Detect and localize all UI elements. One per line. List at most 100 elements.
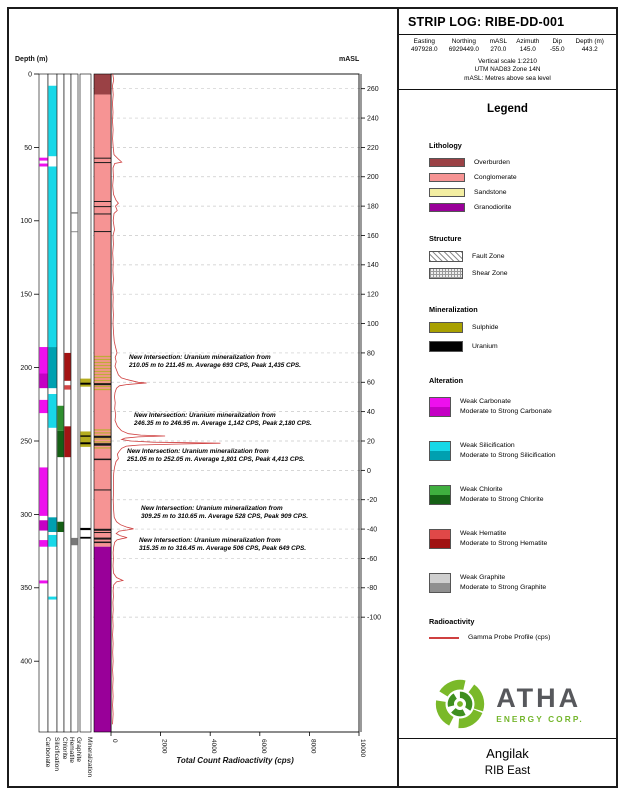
granodiorite-swatch <box>429 203 465 213</box>
legend-section-lithology: Lithology Overburden Conglomerate Sandst… <box>429 141 616 213</box>
svg-text:Carbonate: Carbonate <box>44 737 51 768</box>
sandstone-swatch <box>429 188 465 198</box>
collar-value: 6929449.0 <box>448 46 479 53</box>
intersection-annotation: New Intersection: Uranium mineralization… <box>127 448 305 463</box>
svg-text:0: 0 <box>367 468 371 475</box>
scale-notes: Vertical scale 1:2210 UTM NAD83 Zone 14N… <box>399 58 616 83</box>
legend-section-radioactivity: Radioactivity Gamma Probe Profile (cps) <box>429 617 616 641</box>
collar-value: 443.2 <box>581 46 598 53</box>
sulphide-swatch <box>429 322 463 334</box>
intersection-annotation: New Intersection: Uranium mineralization… <box>141 505 309 520</box>
brand-name: ATHA <box>496 682 582 713</box>
strong-swatch <box>430 451 450 461</box>
hematite-swatch <box>429 529 451 550</box>
svg-text:8000: 8000 <box>309 739 316 754</box>
collar-header: Azimuth <box>516 38 540 45</box>
project-name: Angilak <box>486 746 529 761</box>
legend-label: Weak Hematite Moderate to Strong Hematit… <box>460 530 548 547</box>
legend-item: Weak Hematite Moderate to Strong Hematit… <box>429 529 616 550</box>
divider <box>399 34 616 35</box>
divider <box>399 89 616 91</box>
svg-text:50: 50 <box>24 145 32 152</box>
strip-log-chart: Depth (m) 0 50 100 150 200 250 300 350 400 mASL 260… <box>9 9 398 786</box>
strip-log-svg: Depth (m)050100150200250300350400mASL260… <box>15 56 381 777</box>
legend-item: Sulphide <box>429 322 616 334</box>
section-title: Structure <box>429 234 462 244</box>
strip-log-page: Depth (m) 0 50 100 150 200 250 300 350 400 mASL 260… <box>7 7 618 788</box>
collar-value: 145.0 <box>519 46 536 53</box>
collar-value: 270.0 <box>490 46 507 53</box>
legend-label: Weak Carbonate Moderate to Strong Carbon… <box>460 398 552 415</box>
svg-text:-20: -20 <box>367 497 377 504</box>
strong-swatch <box>430 539 450 549</box>
legend-label: Uranium <box>472 343 498 351</box>
collar-header: Easting <box>413 38 435 45</box>
svg-text:240: 240 <box>367 115 379 122</box>
svg-text:10000: 10000 <box>359 739 366 757</box>
collar-header: Dip <box>552 38 563 45</box>
brand-subtitle: ENERGY CORP. <box>496 713 584 724</box>
section-title: Radioactivity <box>429 617 475 627</box>
svg-text:150: 150 <box>20 292 32 299</box>
collar-table: Easting 497928.0 Northing 6929449.0 mASL… <box>399 35 616 54</box>
legend-item: Uranium <box>429 341 616 353</box>
legend-label: Fault Zone <box>472 253 505 261</box>
section-title: Mineralization <box>429 305 478 315</box>
svg-text:Hematite: Hematite <box>68 737 75 763</box>
collar-northing: Northing 6929449.0 <box>443 38 486 54</box>
collar-depth: Depth (m) 443.2 <box>570 38 609 54</box>
note-masl: mASL: Metres above sea level <box>464 74 551 82</box>
svg-text:Total Count Radioactivity (cps: Total Count Radioactivity (cps) <box>176 756 294 765</box>
graphite-swatch <box>429 573 451 594</box>
svg-text:220: 220 <box>367 145 379 152</box>
collar-dip: Dip -55.0 <box>544 38 570 54</box>
svg-text:6000: 6000 <box>260 739 267 754</box>
svg-text:400: 400 <box>20 659 32 666</box>
svg-text:80: 80 <box>367 350 375 357</box>
svg-text:160: 160 <box>367 233 379 240</box>
shear-zone-swatch <box>429 268 463 280</box>
weak-swatch <box>430 486 450 496</box>
intersection-annotation: New Intersection: Uranium mineralization… <box>139 537 307 552</box>
carbonate-swatch <box>429 397 451 418</box>
silicification-swatch <box>429 441 451 462</box>
legend-label: Overburden <box>474 159 510 167</box>
weak-swatch <box>430 398 450 408</box>
weak-swatch <box>430 530 450 540</box>
svg-text:250: 250 <box>20 438 32 445</box>
company-logo: ATHA ENERGY CORP. <box>399 675 616 733</box>
legend-item: Weak Carbonate Moderate to Strong Carbon… <box>429 397 616 418</box>
strong-swatch <box>430 407 450 417</box>
svg-text:100: 100 <box>20 218 32 225</box>
legend-section-alteration: Alteration Weak Carbonate Moderate to St… <box>429 376 616 594</box>
svg-text:Chlorite: Chlorite <box>61 737 68 760</box>
legend-label: Weak Chlorite Moderate to Strong Chlorit… <box>460 486 544 503</box>
legend-label: Weak Silicification Moderate to Strong S… <box>460 442 556 459</box>
conglomerate-swatch <box>429 173 465 183</box>
svg-text:60: 60 <box>367 380 375 387</box>
svg-text:Mineralization: Mineralization <box>86 737 93 777</box>
atha-emblem-icon <box>436 680 485 729</box>
legend-item: Weak Graphite Moderate to Strong Graphit… <box>429 573 616 594</box>
overburden-swatch <box>429 158 465 168</box>
collar-value: 497928.0 <box>410 46 438 53</box>
chlorite-swatch <box>429 485 451 506</box>
legend-item: Sandstone <box>429 188 616 198</box>
svg-text:Silicification: Silicification <box>53 737 60 771</box>
legend-item: Gamma Probe Profile (cps) <box>429 634 616 641</box>
svg-text:Depth (m): Depth (m) <box>15 56 48 63</box>
svg-text:180: 180 <box>367 204 379 211</box>
svg-text:0: 0 <box>111 739 118 743</box>
info-panel: STRIP LOG: RIBE-DD-001 Easting 497928.0 … <box>397 9 616 786</box>
svg-text:0: 0 <box>28 71 32 78</box>
svg-text:20: 20 <box>367 438 375 445</box>
collar-header: mASL <box>489 38 508 45</box>
svg-text:350: 350 <box>20 585 32 592</box>
svg-text:4000: 4000 <box>210 739 217 754</box>
legend-item: Conglomerate <box>429 173 616 183</box>
svg-text:260: 260 <box>367 86 379 93</box>
legend-label: Shear Zone <box>472 270 508 278</box>
section-title: Lithology <box>429 141 462 151</box>
svg-text:-100: -100 <box>367 615 381 622</box>
svg-text:-80: -80 <box>367 585 377 592</box>
